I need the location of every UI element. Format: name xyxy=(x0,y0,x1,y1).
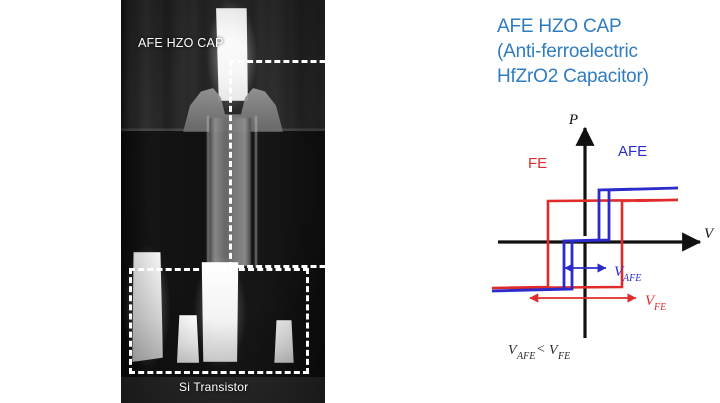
transistor-contact-center xyxy=(201,262,239,362)
pv-hysteresis-chart: P V FE AFE V AFE V FE V AFE < xyxy=(490,110,715,400)
tem-micrograph-panel: AFE HZO CAP Si Transistor xyxy=(121,0,325,403)
transistor-highlight-box xyxy=(129,268,309,374)
v-afe-annotation: V AFE xyxy=(564,263,641,284)
title-line-1: AFE HZO CAP xyxy=(497,16,622,37)
v-fe-label-sub: FE xyxy=(653,302,666,313)
capacitor-highlight-box xyxy=(229,60,325,268)
tem-label-si-transistor: Si Transistor xyxy=(179,380,249,394)
caption-v-fe-sub: FE xyxy=(557,351,570,362)
page-title: AFE HZO CAP (Anti-ferroelectric HfZrO2 C… xyxy=(497,14,712,89)
afe-series-label: AFE xyxy=(618,143,647,160)
title-line-3: HfZrO2 Capacitor) xyxy=(497,66,649,87)
fe-series-label: FE xyxy=(528,155,547,172)
tem-label-afe-hzo-cap: AFE HZO CAP xyxy=(138,36,224,50)
caption-v-fe-main: V xyxy=(549,343,559,358)
chart-caption: V AFE < V FE xyxy=(508,342,570,362)
chart-axes: P V xyxy=(498,112,715,338)
caption-operator: < xyxy=(536,342,545,357)
v-fe-annotation: V FE xyxy=(529,293,666,313)
title-line-2: (Anti-ferroelectric xyxy=(497,41,638,62)
capacitor-pillar-edge xyxy=(207,116,257,268)
afe-curve: AFE xyxy=(491,143,679,293)
top-metal-plug xyxy=(216,8,248,101)
caption-v-afe-main: V xyxy=(508,343,518,358)
fe-hysteresis-path xyxy=(491,198,679,290)
v-afe-label-main: V xyxy=(614,264,625,280)
v-axis-label: V xyxy=(704,226,715,242)
transistor-gate-contact xyxy=(176,315,200,363)
afe-hysteresis-path xyxy=(491,186,679,293)
p-axis-label: P xyxy=(568,112,578,128)
v-fe-label-main: V xyxy=(645,293,656,309)
tem-bottom-bar xyxy=(121,377,325,403)
caption-v-afe-sub: AFE xyxy=(516,351,535,362)
fe-curve: FE xyxy=(491,155,679,290)
transistor-contact-right xyxy=(274,320,294,363)
v-afe-label-sub: AFE xyxy=(622,273,641,284)
